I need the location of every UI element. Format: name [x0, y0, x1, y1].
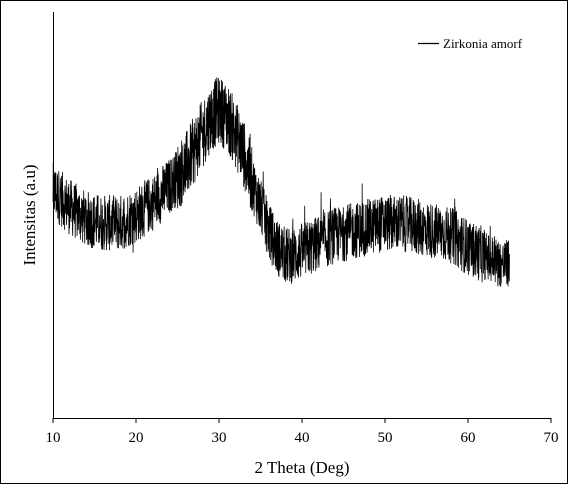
x-axis-title: 2 Theta (Deg): [254, 458, 349, 477]
x-tick-label-40: 40: [295, 430, 310, 446]
legend: Zirkonia amorf: [418, 36, 523, 51]
x-tick-label-70: 70: [544, 430, 559, 446]
x-tick-labels: 10 20 30 40 50 60 70: [46, 430, 559, 446]
x-ticks: [52, 418, 552, 423]
x-tick-label-20: 20: [129, 430, 144, 446]
legend-label: Zirkonia amorf: [443, 36, 523, 51]
x-tick-label-30: 30: [212, 430, 227, 446]
x-tick-label-50: 50: [378, 430, 393, 446]
series-line-zirkonia-amorf: [52, 77, 510, 287]
x-tick-label-60: 60: [461, 430, 476, 446]
x-tick-label-10: 10: [46, 430, 61, 446]
y-axis-title: Intensitas (a.u): [20, 164, 39, 265]
